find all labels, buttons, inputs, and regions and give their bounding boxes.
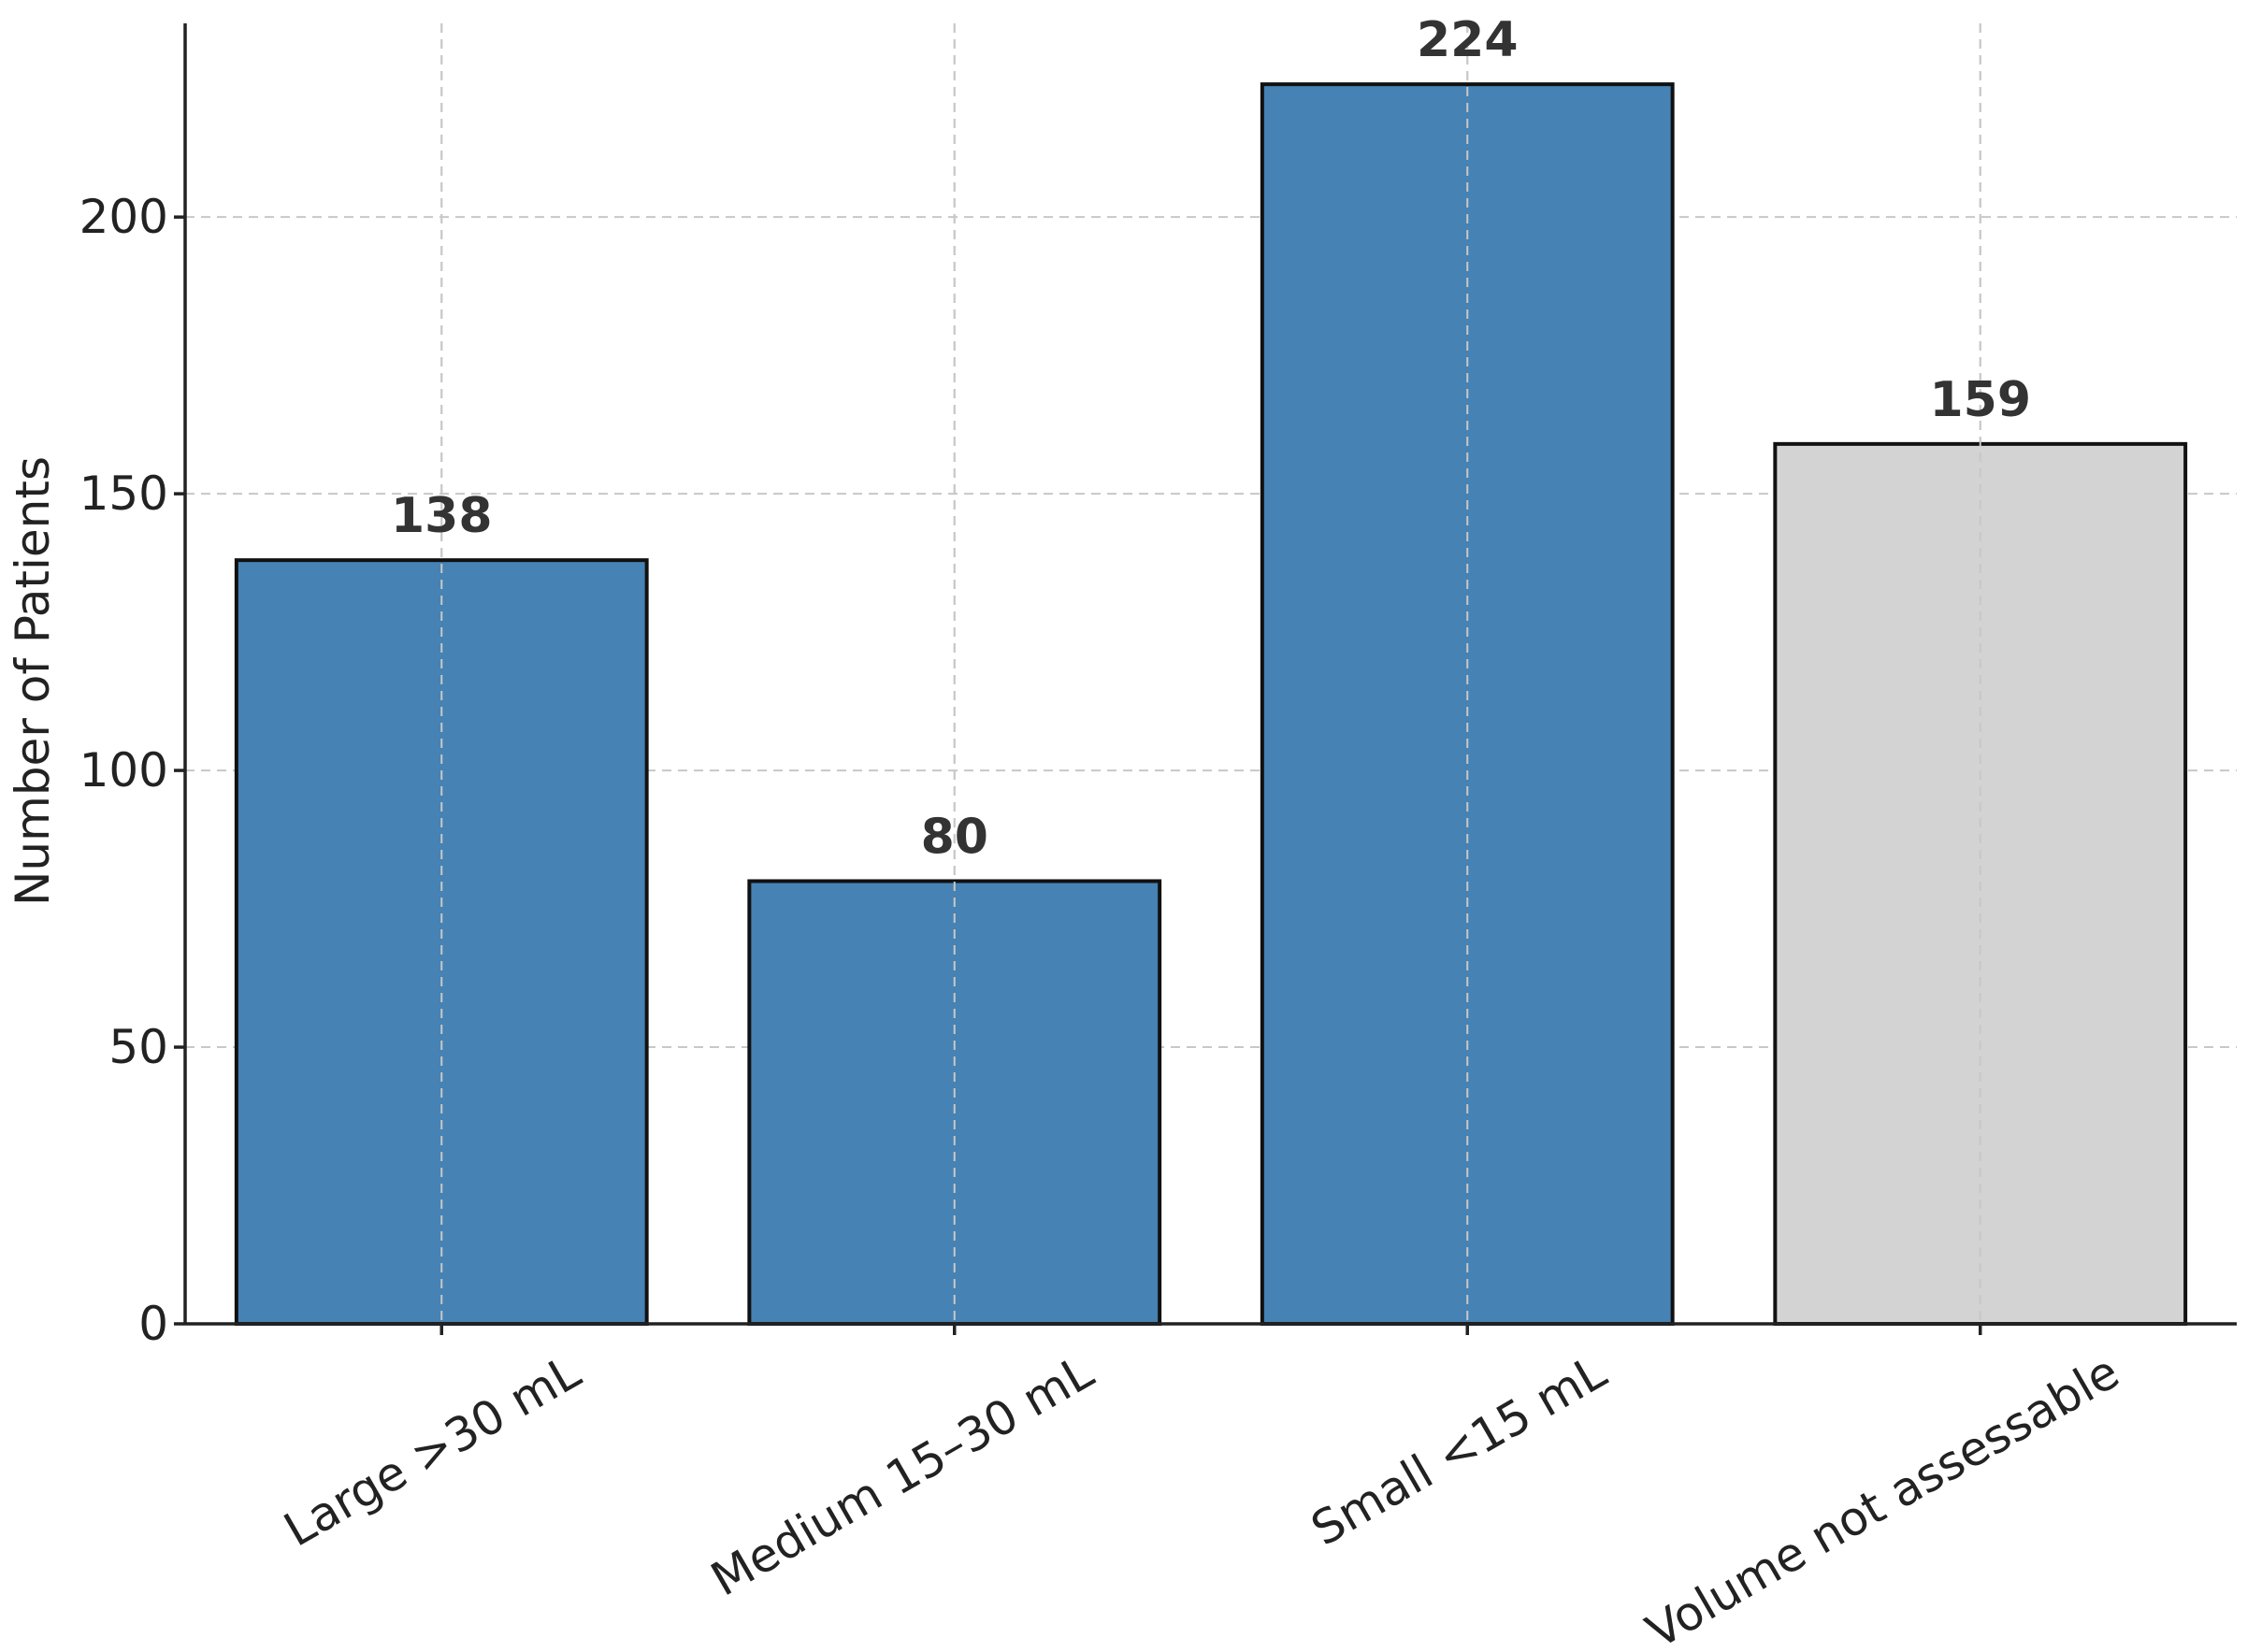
bar-value-label: 138 [391,488,493,544]
x-tick-label: Large >30 mL [275,1344,589,1558]
x-tick-label: Medium 15–30 mL [702,1344,1102,1607]
bar-value-label: 80 [921,809,988,865]
bar-value-label: 159 [1929,372,2031,428]
y-axis-title: Number of Patients [6,456,60,906]
x-tick-label: Small <15 mL [1303,1344,1616,1557]
y-tick-label: 150 [79,467,168,521]
axes [183,23,2237,1326]
value-labels: 138 80 224 159 [391,12,2031,865]
y-tick-label: 50 [108,1020,168,1074]
bar [234,558,649,1326]
y-tick-label: 0 [138,1297,168,1351]
bar-value-label: 224 [1417,12,1519,68]
bars [234,82,2188,1327]
y-tick-label: 200 [79,190,168,244]
y-tick-label: 100 [79,743,168,797]
x-tick-label: Volume not assessable [1637,1344,2128,1652]
bar [1260,82,1675,1327]
